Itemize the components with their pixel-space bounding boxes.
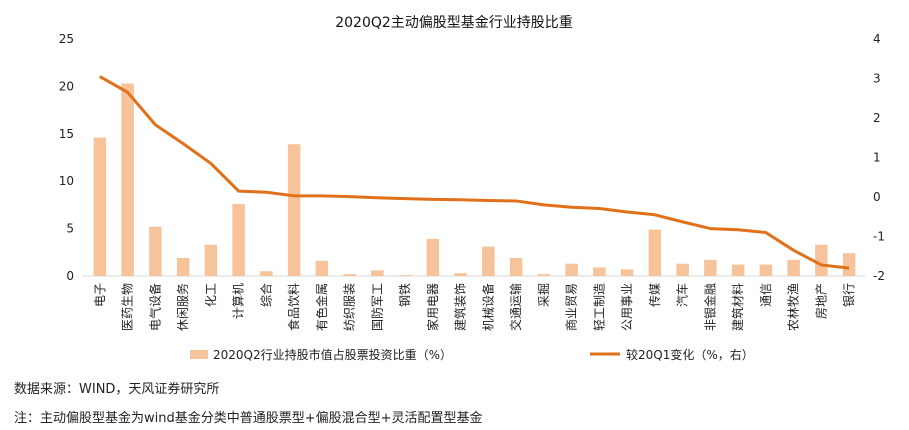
x-tick-label: 建筑材料 xyxy=(730,283,745,331)
bar xyxy=(648,229,662,276)
bar xyxy=(343,274,356,276)
chart-title: 2020Q2主动偏股型基金行业持股比重 xyxy=(335,14,573,31)
y-right-tick-label: 4 xyxy=(873,32,881,46)
y-left-tick-label: 10 xyxy=(59,174,74,188)
bar xyxy=(149,226,162,276)
y-right-axis: -2 -1 0 1 2 3 4 xyxy=(873,32,885,283)
bar xyxy=(204,244,218,276)
y-right-tick-label: 3 xyxy=(873,72,881,86)
x-tick-label: 综合 xyxy=(258,283,273,307)
bar xyxy=(121,83,134,276)
x-tick-label: 医药生物 xyxy=(121,283,135,331)
source-note: 数据来源：WIND，天风证券研究所 xyxy=(14,382,220,397)
x-tick-label: 建筑装饰 xyxy=(453,283,468,331)
bar xyxy=(260,271,273,276)
bar xyxy=(398,275,412,276)
x-tick-label: 非银金融 xyxy=(702,283,717,331)
bar xyxy=(842,253,856,276)
bar xyxy=(593,267,606,276)
x-tick-label: 化工 xyxy=(204,283,218,307)
bar xyxy=(815,244,828,276)
bar xyxy=(454,273,467,276)
bar xyxy=(565,263,578,276)
bar xyxy=(232,203,245,276)
x-tick-label: 银行 xyxy=(842,283,856,307)
bar-series xyxy=(93,83,856,276)
bar xyxy=(759,264,773,276)
x-tick-label: 农林牧渔 xyxy=(787,283,801,331)
bar xyxy=(620,269,634,276)
bar xyxy=(482,246,495,276)
legend-bar-swatch xyxy=(190,350,208,359)
x-tick-label: 传媒 xyxy=(647,283,662,307)
legend: 2020Q2行业持股市值占股票投资比重（%） 较20Q1变化（%，右） xyxy=(190,347,754,362)
y-left-tick-label: 0 xyxy=(66,269,74,283)
bar xyxy=(371,270,384,276)
legend-line-label: 较20Q1变化（%，右） xyxy=(626,347,754,362)
bar xyxy=(537,274,551,276)
y-left-tick-label: 15 xyxy=(59,127,74,141)
x-tick-label: 汽车 xyxy=(675,283,690,307)
line-series xyxy=(99,75,850,270)
bar xyxy=(315,260,329,276)
footnote: 注：主动偏股型基金为wind基金分类中普通股票型+偏股混合型+灵活配置型基金 xyxy=(14,411,483,426)
x-tick-label: 采掘 xyxy=(536,283,551,307)
x-tick-label: 食品饮料 xyxy=(286,283,301,331)
x-tick-label: 通信 xyxy=(759,283,773,307)
x-tick-label: 有色金属 xyxy=(314,283,329,331)
bar xyxy=(426,239,440,276)
x-tick-label: 商业贸易 xyxy=(564,283,579,331)
legend-bar-label: 2020Q2行业持股市值占股票投资比重（%） xyxy=(213,347,452,362)
y-right-tick-label: -2 xyxy=(873,269,885,283)
y-right-tick-label: 0 xyxy=(873,190,881,204)
x-tick-label: 家用电器 xyxy=(425,283,440,331)
x-tick-label: 休闲服务 xyxy=(175,283,190,331)
y-left-tick-label: 5 xyxy=(66,222,74,236)
x-tick-label: 房地产 xyxy=(813,283,828,319)
x-tick-label: 轻工制造 xyxy=(592,283,606,331)
x-tick-label: 电子 xyxy=(93,283,107,307)
x-tick-label: 纺织服装 xyxy=(343,283,357,331)
bar xyxy=(287,144,301,276)
x-tick-label: 电气设备 xyxy=(147,283,162,331)
y-left-tick-label: 20 xyxy=(59,79,74,93)
x-tick-label: 计算机 xyxy=(231,283,246,319)
y-left-axis: 0 5 10 15 20 25 xyxy=(59,32,74,283)
x-tick-label: 交通运输 xyxy=(508,283,523,331)
chart: 2020Q2主动偏股型基金行业持股比重 0 5 10 15 20 25 -2 -1 0 1 2 3 4… xyxy=(59,14,885,362)
y-left-tick-label: 25 xyxy=(59,32,74,46)
bar xyxy=(176,257,190,276)
bar xyxy=(787,259,800,276)
bar xyxy=(731,264,745,276)
x-axis-labels: 电子 医药生物 电气设备 休闲服务 化工 计算机 综合 食品饮料 有色金属 纺织服装 国防军工 钢铁家… xyxy=(93,283,856,331)
bar xyxy=(93,137,107,276)
x-tick-label: 公用事业 xyxy=(620,283,634,331)
line-path xyxy=(99,75,850,270)
x-tick-label: 机械设备 xyxy=(480,283,495,331)
x-tick-label: 国防军工 xyxy=(369,283,384,331)
y-right-tick-label: 2 xyxy=(873,111,881,125)
bar xyxy=(509,257,523,276)
bar xyxy=(676,263,689,276)
y-right-tick-label: -1 xyxy=(873,230,885,244)
y-right-tick-label: 1 xyxy=(873,151,881,165)
x-tick-label: 钢铁 xyxy=(398,283,412,307)
bar xyxy=(704,259,717,276)
